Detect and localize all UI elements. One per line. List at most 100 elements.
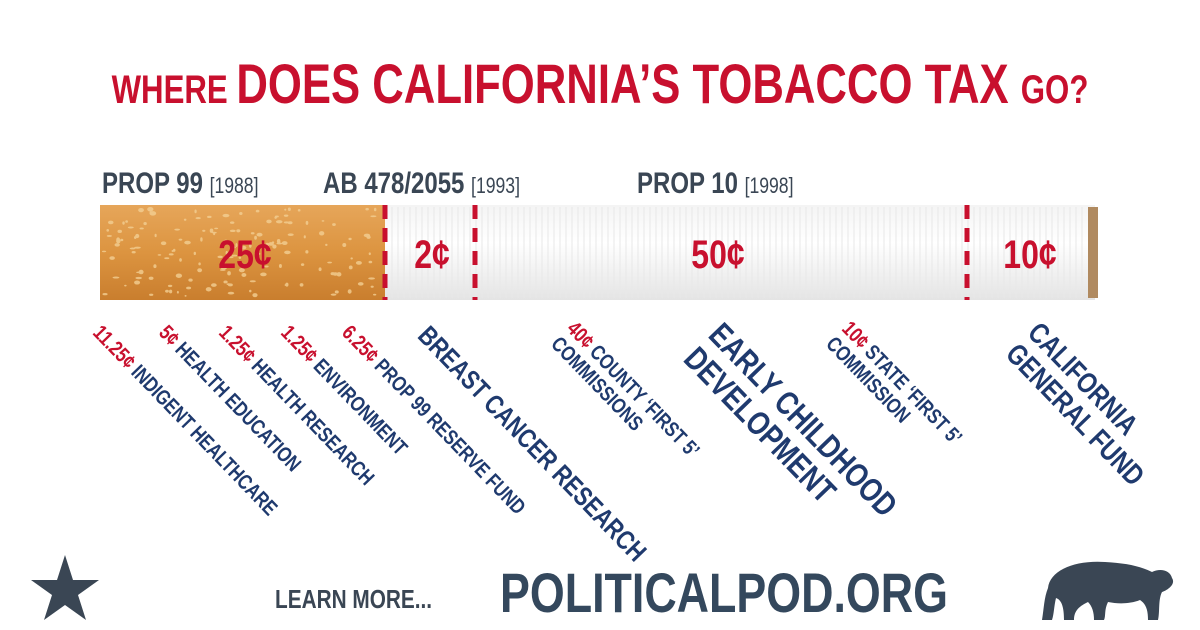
law: PROP 10 [1998]: [637, 165, 793, 199]
speckle: [330, 293, 337, 296]
speckle: [260, 272, 267, 277]
speckle: [239, 245, 247, 250]
speckle: [297, 208, 301, 212]
law-heading: PROP 10 [1998]: [637, 165, 793, 199]
speckle: [281, 241, 288, 246]
speckle: [227, 256, 234, 259]
speckle: [332, 223, 336, 226]
title-part: DOES CALIFORNIA’S: [236, 53, 692, 115]
speckle: [278, 263, 282, 268]
speckle: [272, 244, 277, 249]
speckle: [319, 231, 325, 236]
bear-icon: [1042, 561, 1174, 620]
tobacco-tip: [1088, 207, 1098, 298]
speckle: [370, 285, 374, 288]
speckle: [303, 235, 306, 239]
speckle: [148, 276, 154, 280]
speckle: [254, 235, 257, 240]
speckle: [179, 258, 182, 262]
speckle: [276, 242, 283, 245]
speckle: [327, 261, 332, 264]
speckle: [139, 227, 144, 230]
learn-more: LEARN MORE...: [275, 585, 432, 614]
speckle: [131, 251, 136, 254]
speckle: [176, 290, 179, 294]
speckle: [264, 265, 269, 268]
segment-amount: 2¢: [414, 232, 450, 277]
speckle: [125, 220, 128, 223]
speckle: [368, 252, 371, 256]
speckle: [178, 238, 183, 241]
segment: 2¢: [414, 232, 450, 277]
speckle: [229, 221, 235, 224]
speckle: [153, 264, 157, 269]
allocation-label: CALIFORNIAGENERAL FUND: [1000, 316, 1173, 492]
speckle: [149, 293, 154, 296]
speckle: [305, 220, 309, 225]
speckle: [235, 243, 238, 248]
title-part: GO?: [1021, 67, 1089, 112]
speckle: [211, 231, 217, 234]
law: PROP 99 [1988]: [102, 165, 258, 199]
speckle: [283, 214, 289, 217]
speckle: [265, 245, 268, 250]
speckle: [232, 246, 236, 249]
speckle: [363, 233, 371, 238]
speckle: [231, 254, 238, 257]
speckle: [370, 215, 377, 218]
speckle: [305, 250, 309, 254]
speckle: [188, 278, 193, 282]
speckle: [134, 280, 141, 285]
speckle: [198, 262, 201, 266]
speckle: [222, 213, 230, 218]
law: AB 478/2055 [1993]: [323, 165, 520, 199]
speckle: [154, 233, 157, 238]
speckle: [116, 237, 120, 242]
speckle: [107, 220, 114, 225]
speckle: [229, 229, 236, 233]
speckle: [348, 237, 352, 241]
allocation: CALIFORNIAGENERAL FUND: [1000, 316, 1173, 492]
speckle: [373, 207, 377, 212]
speckle: [287, 233, 294, 237]
cigarette: [100, 205, 1098, 300]
speckle: [250, 232, 255, 235]
speckle: [252, 293, 258, 298]
speckle: [347, 289, 352, 294]
speckle: [227, 271, 231, 276]
speckle: [143, 222, 147, 226]
speckle: [284, 250, 291, 255]
speckle: [109, 256, 115, 260]
speckle: [365, 207, 369, 211]
speckle: [169, 289, 173, 294]
law-name: PROP 10: [637, 165, 745, 199]
speckle: [276, 239, 281, 244]
speckle: [342, 243, 347, 248]
speckle: [350, 257, 353, 260]
speckle: [225, 250, 228, 256]
speckle: [168, 253, 174, 256]
law-year: [1998]: [745, 174, 794, 198]
speckle: [129, 247, 136, 250]
speckle: [167, 284, 173, 288]
speckle: [332, 272, 339, 276]
speckle: [135, 233, 140, 239]
speckle: [284, 284, 288, 287]
speckle: [149, 211, 152, 214]
speckle: [223, 239, 229, 244]
speckle: [287, 207, 291, 211]
speckle: [249, 289, 252, 293]
speckle: [283, 221, 290, 224]
speckle: [321, 220, 325, 222]
speckle: [147, 206, 154, 212]
speckle: [138, 208, 144, 213]
speckle: [256, 232, 263, 237]
speckle: [101, 250, 107, 253]
speckle: [214, 227, 219, 230]
speckle: [266, 219, 272, 224]
speckle: [134, 246, 141, 249]
speckle: [256, 256, 260, 260]
speckle: [171, 250, 174, 253]
speckle: [205, 287, 212, 292]
speckle: [348, 265, 353, 270]
